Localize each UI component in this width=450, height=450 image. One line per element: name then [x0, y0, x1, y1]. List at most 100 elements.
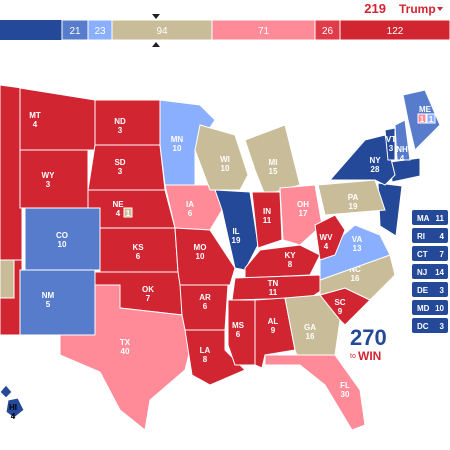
state-ev: 11	[269, 288, 278, 297]
bar-label: 71	[258, 26, 270, 37]
small-state-ev: 7	[440, 250, 445, 259]
state-ev: 3	[389, 144, 394, 153]
small-state-box[interactable]	[412, 282, 448, 297]
small-state-box[interactable]	[412, 210, 448, 225]
marker-top	[152, 14, 160, 19]
state-abbr: FL	[340, 381, 350, 390]
state-shape[interactable]	[394, 119, 411, 161]
state-ev: 4	[116, 209, 121, 218]
state-abbr: HI	[9, 403, 17, 412]
state-shape	[0, 384, 13, 399]
state-shape[interactable]	[174, 227, 236, 286]
state-abbr: SD	[114, 158, 125, 167]
dropdown-arrow[interactable]	[437, 7, 443, 11]
state-abbr: MS	[232, 321, 245, 330]
small-state-ev: 3	[440, 286, 445, 295]
bar-label: 26	[322, 26, 334, 37]
state-shape[interactable]	[319, 224, 391, 281]
state-abbr: WI	[220, 155, 230, 164]
state-abbr: NY	[369, 156, 381, 165]
bar-label: 21	[69, 26, 81, 37]
state-ev: 19	[349, 202, 358, 211]
small-state-box[interactable]	[412, 318, 448, 333]
state-shape[interactable]	[251, 191, 283, 249]
state-ev: 11	[263, 216, 272, 225]
state-shape[interactable]	[94, 99, 161, 146]
state-shape[interactable]	[328, 134, 396, 186]
state-abbr: VA	[352, 235, 363, 244]
state-shape[interactable]	[314, 214, 346, 261]
state-ev: 9	[338, 307, 343, 316]
state-ev: 40	[121, 347, 130, 356]
state-ev: 13	[353, 244, 362, 253]
state-shape	[389, 157, 421, 183]
small-state-abbr: CT	[417, 250, 428, 259]
bar-segment	[0, 20, 62, 40]
state-ev: 15	[269, 167, 278, 176]
state-shape[interactable]	[184, 329, 246, 386]
state-ev: 10	[196, 252, 205, 261]
state-shape[interactable]	[279, 184, 323, 246]
district-box	[123, 207, 133, 218]
state-shape[interactable]	[164, 184, 223, 231]
bar-segment	[339, 19, 450, 41]
state-abbr: NH	[396, 145, 408, 154]
state-ev: 16	[306, 332, 315, 341]
state-abbr: IN	[263, 207, 271, 216]
small-state-ev: 4	[440, 232, 445, 241]
state-shape[interactable]	[87, 144, 166, 191]
state-abbr: VT	[386, 135, 396, 144]
small-state-box[interactable]	[412, 264, 448, 279]
district-ev: 1	[420, 115, 425, 124]
small-state-ev: 3	[440, 322, 445, 331]
state-abbr: AR	[199, 293, 211, 302]
state-shape[interactable]	[159, 99, 216, 186]
state-abbr: NC	[349, 265, 361, 274]
state-abbr: ME	[419, 105, 432, 114]
state-abbr: NM	[42, 291, 55, 300]
logo-win: WIN	[358, 349, 381, 363]
state-ev: 4	[400, 154, 405, 163]
state-abbr: TN	[268, 279, 279, 288]
district-box	[426, 113, 436, 124]
small-state-abbr: DE	[417, 286, 429, 295]
state-ev: 6	[203, 302, 208, 311]
state-shape[interactable]	[19, 269, 96, 336]
bar-label: 122	[387, 26, 404, 37]
state-abbr: OK	[142, 285, 154, 294]
state-abbr: MO	[194, 243, 207, 252]
state-abbr: MN	[171, 135, 184, 144]
small-state-box[interactable]	[412, 300, 448, 315]
state-ev: 19	[232, 236, 241, 245]
state-shape[interactable]	[384, 127, 396, 161]
state-shape	[0, 259, 23, 336]
small-state-box[interactable]	[412, 246, 448, 261]
state-abbr: MI	[269, 158, 278, 167]
state-abbr: WV	[320, 233, 334, 242]
candidate[interactable]: Trump	[399, 2, 436, 16]
state-ev: 6	[188, 209, 193, 218]
state-shape[interactable]	[317, 179, 386, 216]
state-abbr: ND	[114, 117, 126, 126]
state-shape[interactable]	[264, 354, 366, 431]
state-shape[interactable]	[227, 299, 256, 366]
state-shape	[377, 182, 403, 237]
state-shape[interactable]	[194, 124, 249, 191]
state-abbr: PA	[348, 193, 359, 202]
state-abbr: AL	[268, 317, 279, 326]
small-state-abbr: NJ	[417, 268, 427, 277]
state-shape[interactable]	[59, 284, 191, 431]
state-abbr: NE	[112, 200, 124, 209]
small-state-abbr: MD	[417, 304, 430, 313]
state-shape[interactable]	[5, 397, 25, 419]
state-abbr: OH	[297, 200, 309, 209]
state-shape[interactable]	[244, 244, 321, 279]
small-state-box[interactable]	[412, 228, 448, 243]
state-ev: 10	[173, 144, 182, 153]
state-abbr: GA	[304, 323, 316, 332]
small-state-ev: 11	[436, 214, 445, 223]
state-ev: 4	[11, 412, 16, 421]
small-state-abbr: RI	[417, 232, 425, 241]
